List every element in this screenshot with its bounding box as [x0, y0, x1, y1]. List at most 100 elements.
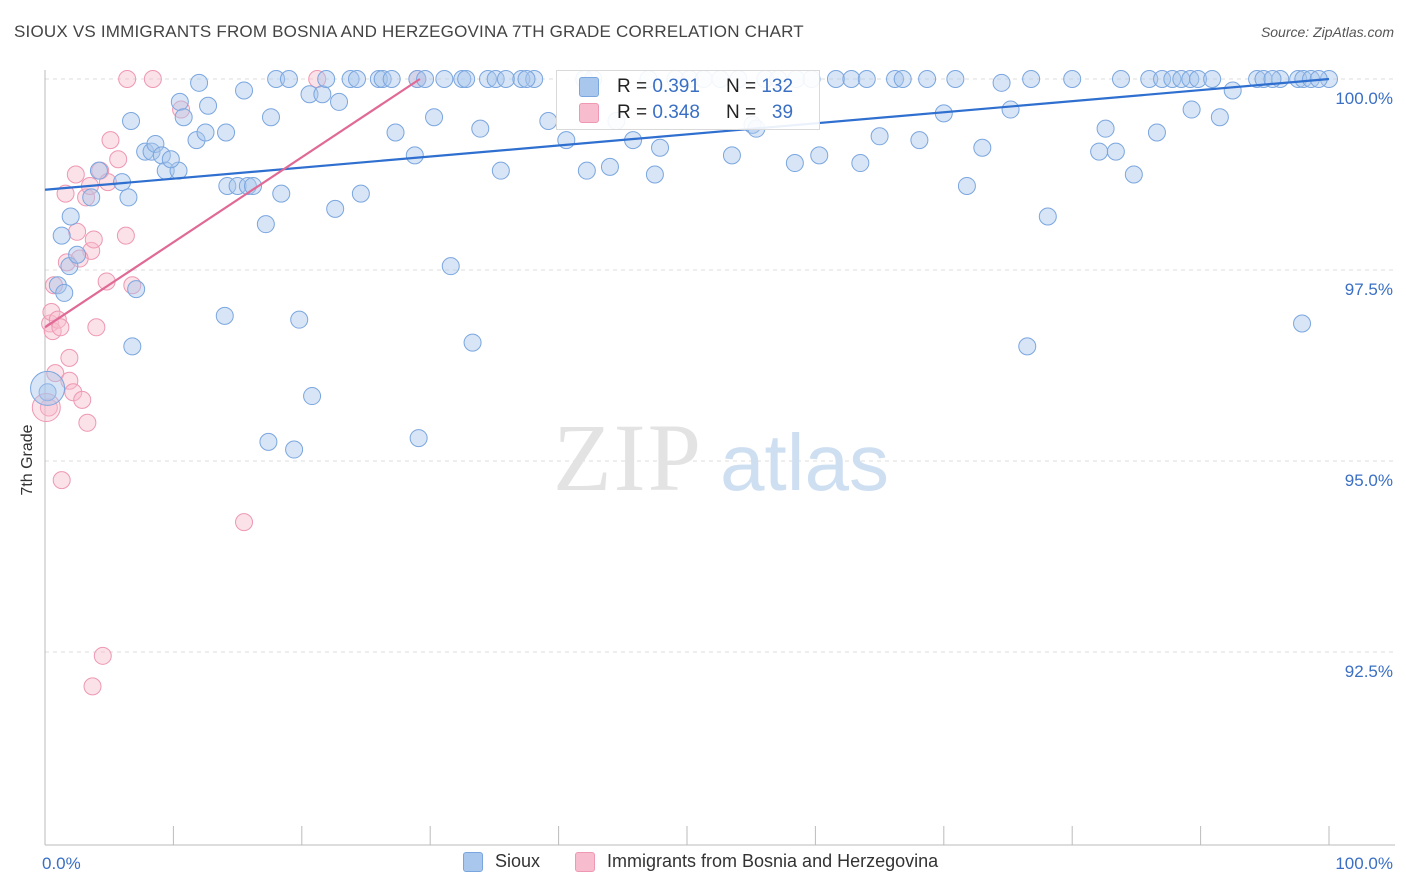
series-legend: Sioux Immigrants from Bosnia and Herzego… [0, 851, 1406, 877]
sioux-point [119, 188, 138, 207]
sioux-point [496, 70, 515, 88]
sioux-point [425, 108, 444, 127]
sioux-point [1153, 70, 1172, 88]
bosnia-point [51, 318, 70, 337]
sioux-point [196, 123, 215, 142]
sioux-point [313, 85, 332, 104]
bosnia-point [77, 188, 96, 207]
sioux-point [1018, 337, 1037, 356]
sioux-point [918, 70, 937, 88]
series-legend-label-sioux: Sioux [495, 851, 541, 871]
sioux-point [826, 70, 845, 88]
bosnia-point [60, 371, 79, 390]
bosnia-point [235, 513, 254, 532]
legend-n-value-sioux: 132 [761, 76, 794, 97]
sioux-point [722, 146, 741, 165]
bosnia-point [42, 303, 61, 322]
sioux-point [851, 154, 870, 173]
sioux-point [471, 119, 490, 138]
legend-swatch-sioux [579, 77, 599, 97]
sioux-point [992, 73, 1011, 92]
sioux-point-large [30, 370, 66, 406]
legend-n-value-bosnia: 39 [771, 102, 794, 123]
sioux-point [645, 165, 664, 184]
watermark-atlas: atlas [720, 418, 889, 507]
sioux-point [463, 333, 482, 352]
bosnia-trend-line [44, 78, 421, 329]
grid-lines [45, 78, 1395, 653]
sioux-point [512, 70, 531, 88]
sioux-point [1106, 142, 1125, 161]
bosnia-points [31, 70, 427, 696]
legend-r-value-bosnia: 0.348 [652, 102, 700, 123]
sioux-point [303, 387, 322, 406]
sioux-point [1189, 70, 1208, 88]
sioux-point [285, 440, 304, 459]
y-tick-label: 95.0% [1345, 471, 1393, 490]
legend-row-sioux: R = 0.391 N = 132 [579, 76, 794, 98]
bosnia-point [83, 677, 102, 696]
sioux-point [1063, 70, 1082, 88]
sioux-point [215, 306, 234, 325]
sioux-point [348, 70, 367, 88]
legend-r-label: R = [617, 102, 648, 123]
sioux-point [261, 108, 280, 127]
sioux-point [946, 70, 965, 88]
bosnia-point [143, 70, 162, 88]
sioux-point [55, 283, 74, 302]
sioux-point [218, 176, 237, 195]
sioux-point [1096, 119, 1115, 138]
series-legend-sioux[interactable]: Sioux [463, 851, 540, 872]
bosnia-point [44, 276, 63, 295]
stats-legend: R = 0.391 N = 132 R = 0.348 N = 39 [556, 70, 820, 130]
sioux-point [244, 176, 263, 195]
sioux-point [187, 131, 206, 150]
sioux-point [300, 85, 319, 104]
y-tick-label: 92.5% [1345, 662, 1393, 681]
sioux-point [68, 245, 87, 264]
sioux-point [161, 150, 180, 169]
sioux-point [256, 215, 275, 234]
y-tick-label: 100.0% [1335, 89, 1393, 108]
series-legend-bosnia[interactable]: Immigrants from Bosnia and Herzegovina [575, 851, 938, 872]
bosnia-point [118, 70, 137, 88]
sioux-point [1210, 108, 1229, 127]
sioux-point [435, 70, 454, 88]
sioux-point [272, 184, 291, 203]
sioux-point [973, 138, 992, 157]
sioux-point [886, 70, 905, 88]
sioux-point [577, 161, 596, 180]
sioux-point [1182, 100, 1201, 119]
sioux-point [217, 123, 236, 142]
sioux-point [351, 184, 370, 203]
sioux-point [228, 176, 247, 195]
sioux-point [1022, 70, 1041, 88]
sioux-point [48, 276, 67, 295]
sioux-point [61, 207, 80, 226]
x-tick-label-min: 0.0% [42, 854, 81, 873]
sioux-point [1181, 70, 1200, 88]
sioux-point [1147, 123, 1166, 142]
sioux-point [152, 146, 171, 165]
sioux-point [457, 70, 476, 88]
sioux-point [317, 70, 336, 88]
bosnia-point [52, 471, 71, 490]
sioux-point [170, 92, 189, 111]
sioux-point [785, 154, 804, 173]
sioux-point [146, 134, 165, 153]
sioux-point [478, 70, 497, 88]
bosnia-point [101, 131, 120, 150]
bosnia-point [109, 150, 128, 169]
sioux-trend-line [44, 77, 1330, 191]
sioux-point [235, 81, 254, 100]
sioux-point [525, 70, 544, 88]
sioux-point [136, 142, 155, 161]
sioux-point [1124, 165, 1143, 184]
sioux-point [910, 131, 929, 150]
chart-title: SIOUX VS IMMIGRANTS FROM BOSNIA AND HERZ… [14, 22, 804, 41]
sioux-point [38, 383, 57, 402]
sioux-point [486, 70, 505, 88]
bosnia-point [64, 383, 83, 402]
sioux-point [600, 157, 619, 176]
sioux-point [190, 73, 209, 92]
